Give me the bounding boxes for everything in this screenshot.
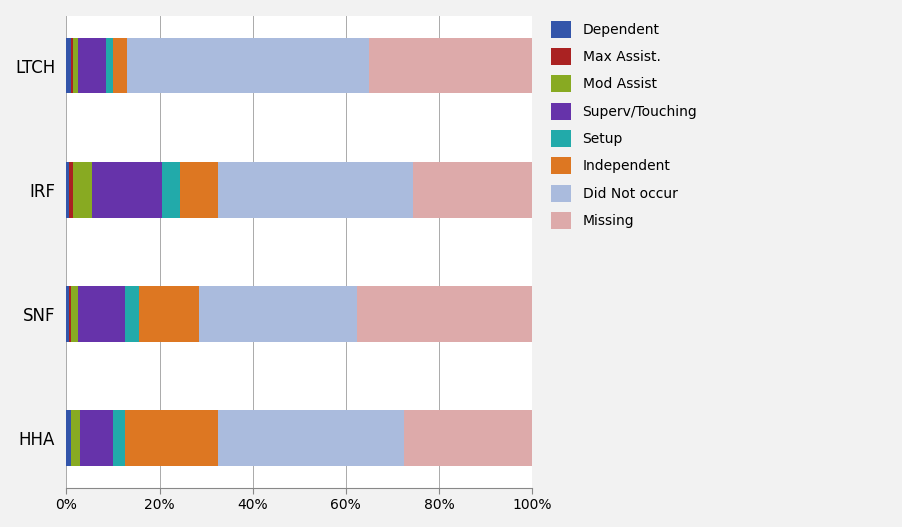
- Bar: [78, 286, 124, 342]
- Bar: [124, 286, 139, 342]
- Bar: [71, 410, 80, 466]
- Bar: [71, 37, 73, 93]
- Bar: [67, 410, 71, 466]
- Bar: [217, 410, 404, 466]
- Bar: [67, 37, 71, 93]
- Bar: [113, 410, 124, 466]
- Bar: [69, 286, 71, 342]
- Bar: [127, 37, 369, 93]
- Bar: [73, 37, 78, 93]
- Bar: [199, 286, 357, 342]
- Bar: [180, 162, 217, 218]
- Bar: [69, 162, 73, 218]
- Bar: [404, 410, 532, 466]
- Bar: [80, 410, 113, 466]
- Bar: [124, 410, 217, 466]
- Bar: [106, 37, 113, 93]
- Bar: [357, 286, 532, 342]
- Bar: [113, 37, 127, 93]
- Bar: [369, 37, 532, 93]
- Bar: [92, 162, 161, 218]
- Bar: [71, 286, 78, 342]
- Bar: [67, 286, 69, 342]
- Bar: [413, 162, 532, 218]
- Legend: Dependent, Max Assist., Mod Assist, Superv/Touching, Setup, Independent, Did Not: Dependent, Max Assist., Mod Assist, Supe…: [544, 14, 704, 236]
- Bar: [67, 162, 69, 218]
- Bar: [73, 162, 92, 218]
- Bar: [139, 286, 199, 342]
- Bar: [161, 162, 180, 218]
- Bar: [217, 162, 413, 218]
- Bar: [78, 37, 106, 93]
